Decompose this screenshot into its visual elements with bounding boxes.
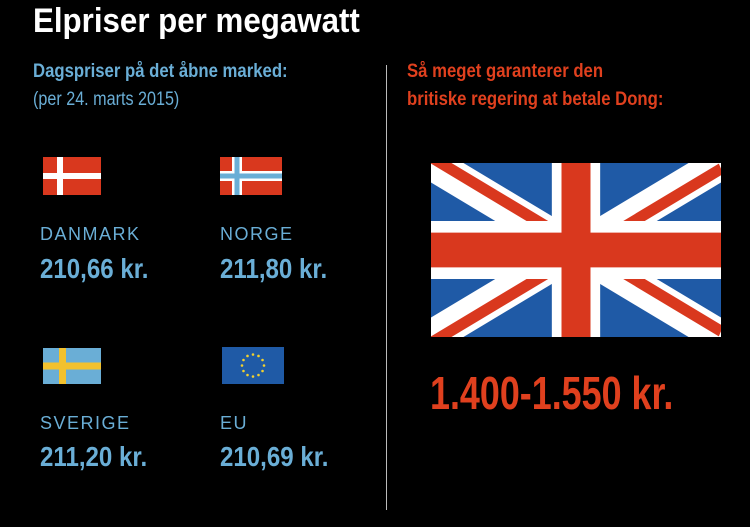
eu-star-icon <box>262 364 266 367</box>
page-title: Elpriser per megawatt <box>33 2 360 40</box>
right-heading-line2: britiske regering at betale Dong: <box>407 89 664 110</box>
norway-flag-icon <box>220 157 282 195</box>
left-heading: Dagspriser på det åbne marked: <box>33 61 288 82</box>
eu-star-icon <box>251 375 255 378</box>
column-divider <box>386 65 387 510</box>
price-sweden: 211,20 kr. <box>40 441 148 472</box>
uk-guaranteed-price: 1.400-1.550 kr. <box>430 367 674 419</box>
right-heading-line1: Så meget garanterer den <box>407 61 604 82</box>
eu-star-icon <box>246 373 249 377</box>
eu-star-icon <box>261 358 264 362</box>
country-name-norway: NORGE <box>220 224 294 244</box>
price-eu: 210,69 kr. <box>220 441 329 472</box>
left-subheading: (per 24. marts 2015) <box>33 89 180 110</box>
eu-star-icon <box>242 358 245 362</box>
eu-star-icon <box>251 353 255 356</box>
uk-flag-icon <box>431 163 721 337</box>
price-denmark: 210,66 kr. <box>40 253 149 284</box>
denmark-flag-icon <box>43 157 101 195</box>
eu-star-icon <box>257 373 260 377</box>
sweden-flag-icon <box>43 348 101 384</box>
eu-star-icon <box>257 354 260 358</box>
eu-flag-icon <box>222 347 284 384</box>
eu-star-icon <box>261 369 264 373</box>
country-name-denmark: DANMARK <box>40 224 141 244</box>
country-name-eu: EU <box>220 413 249 433</box>
country-name-sweden: SVERIGE <box>40 413 131 433</box>
price-norway: 211,80 kr. <box>220 253 328 284</box>
eu-star-icon <box>246 354 249 358</box>
eu-star-icon <box>242 369 245 373</box>
eu-star-icon <box>240 364 244 367</box>
